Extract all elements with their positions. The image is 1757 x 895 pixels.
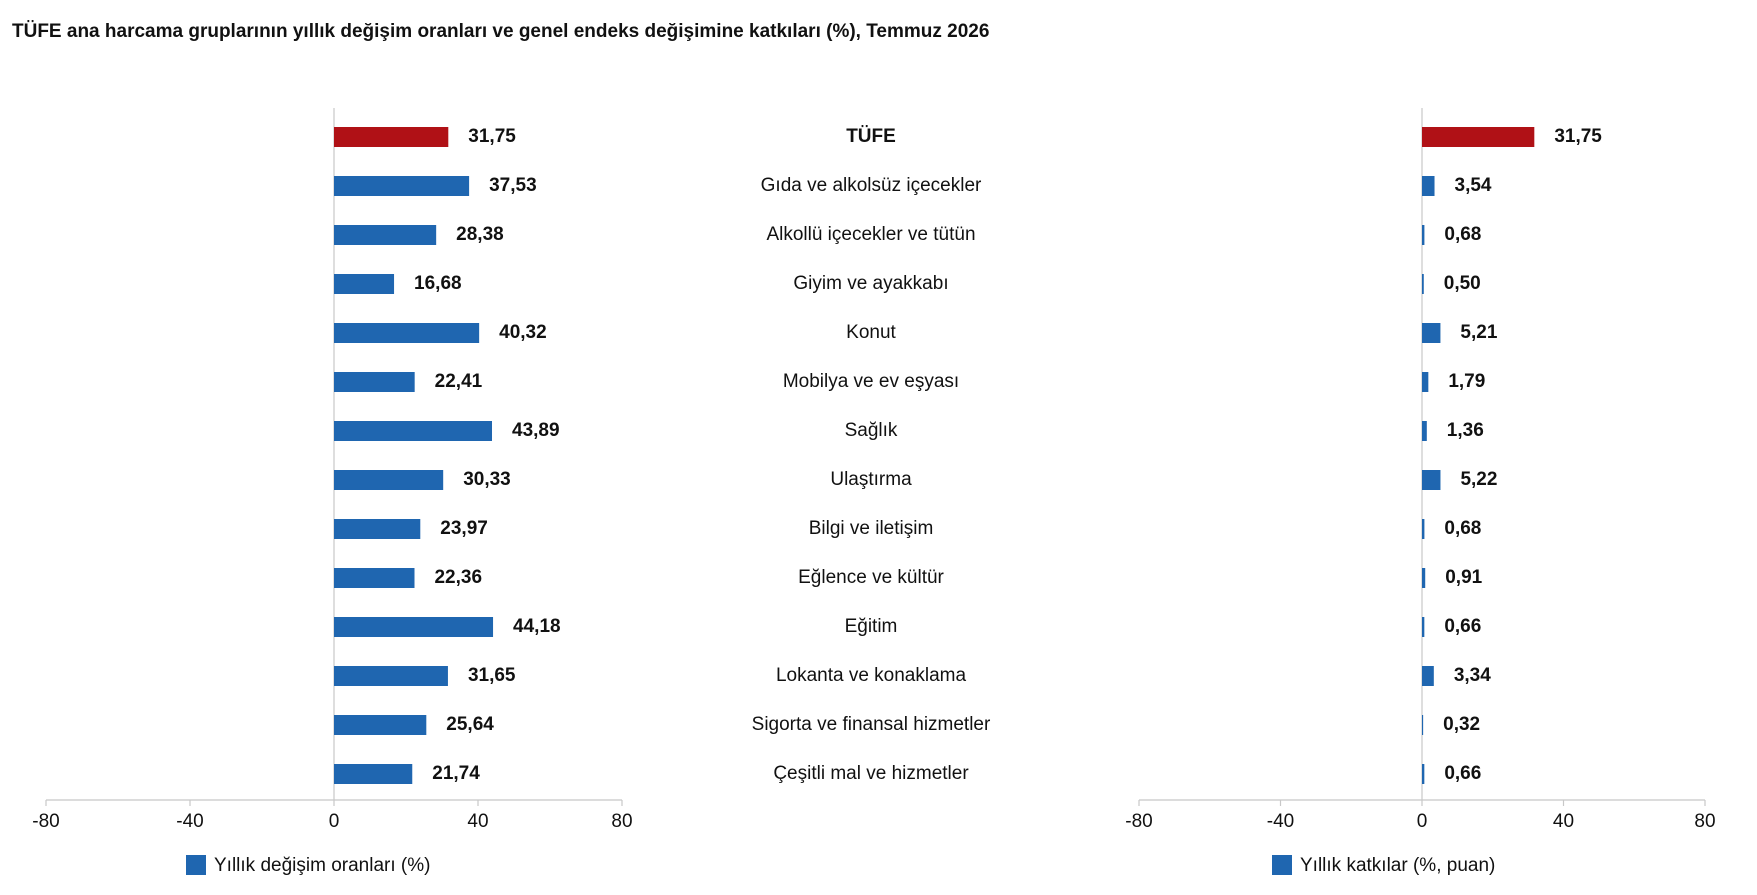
bar [1422, 421, 1427, 441]
bar [334, 568, 415, 588]
bar [334, 519, 421, 539]
x-tick-label: 40 [1553, 811, 1574, 832]
category-label: Lokanta ve konaklama [776, 665, 967, 686]
bar [334, 323, 480, 343]
data-label: 31,65 [468, 665, 516, 686]
bar [1422, 519, 1425, 539]
x-tick-label: -40 [1267, 811, 1294, 832]
data-label: 31,75 [468, 126, 516, 147]
bar [334, 372, 415, 392]
category-label: TÜFE [846, 126, 896, 147]
bar [334, 617, 494, 637]
bar [334, 715, 427, 735]
data-label: 30,33 [463, 469, 511, 490]
data-label: 3,34 [1454, 665, 1491, 686]
x-tick-label: 80 [1694, 811, 1715, 832]
category-label: Çeşitli mal ve hizmetler [773, 763, 969, 784]
bar [334, 176, 470, 196]
category-label: Eğitim [845, 616, 898, 637]
data-label: 23,97 [440, 518, 488, 539]
bar [334, 470, 444, 490]
bar [334, 421, 493, 441]
data-label: 0,68 [1444, 518, 1481, 539]
category-label: Gıda ve alkolsüz içecekler [761, 175, 982, 196]
data-label: 44,18 [513, 616, 561, 637]
bar [1422, 274, 1424, 294]
data-label: 31,75 [1554, 126, 1602, 147]
category-label: Ulaştırma [830, 469, 912, 490]
data-label: 21,74 [432, 763, 480, 784]
data-label: 5,21 [1460, 322, 1497, 343]
bar [334, 666, 448, 686]
bar [1422, 127, 1535, 147]
data-label: 28,38 [456, 224, 504, 245]
chart-title: TÜFE ana harcama gruplarının yıllık deği… [12, 21, 989, 42]
legend-swatch [1272, 855, 1292, 875]
bar [334, 274, 395, 294]
legend-label: Yıllık katkılar (%, puan) [1300, 855, 1495, 876]
data-label: 1,79 [1448, 371, 1485, 392]
category-label: Sigorta ve finansal hizmetler [752, 714, 991, 735]
x-tick-label: -80 [32, 811, 59, 832]
bar [1422, 568, 1426, 588]
bar [334, 225, 437, 245]
x-tick-label: 0 [1417, 811, 1428, 832]
bar [334, 127, 449, 147]
bar [1422, 225, 1425, 245]
x-tick-label: -80 [1125, 811, 1152, 832]
data-label: 0,50 [1444, 273, 1481, 294]
data-label: 5,22 [1460, 469, 1497, 490]
category-label: Eğlence ve kültür [798, 567, 944, 588]
data-label: 16,68 [414, 273, 462, 294]
x-tick-label: 40 [467, 811, 488, 832]
bar [1422, 372, 1429, 392]
bar [1422, 666, 1434, 686]
bar [1422, 176, 1435, 196]
data-label: 0,66 [1444, 763, 1481, 784]
bar [1422, 617, 1425, 637]
data-label: 3,54 [1455, 175, 1492, 196]
data-label: 22,41 [435, 371, 483, 392]
bar [1422, 323, 1441, 343]
category-label: Sağlık [845, 420, 898, 441]
category-label: Giyim ve ayakkabı [793, 273, 948, 294]
legend-swatch [186, 855, 206, 875]
x-tick-label: -40 [176, 811, 203, 832]
x-tick-label: 0 [329, 811, 340, 832]
category-label: Alkollü içecekler ve tütün [766, 224, 975, 245]
category-label: Konut [846, 322, 896, 343]
data-label: 43,89 [512, 420, 560, 441]
x-tick-label: 80 [611, 811, 632, 832]
bar [1422, 470, 1441, 490]
data-label: 40,32 [499, 322, 547, 343]
data-label: 0,32 [1443, 714, 1480, 735]
bar [1422, 764, 1425, 784]
data-label: 0,66 [1444, 616, 1481, 637]
legend-label: Yıllık değişim oranları (%) [214, 855, 430, 876]
bar [1422, 715, 1424, 735]
data-label: 0,68 [1444, 224, 1481, 245]
category-label: Mobilya ve ev eşyası [783, 371, 959, 392]
data-label: 22,36 [434, 567, 482, 588]
data-label: 25,64 [446, 714, 494, 735]
data-label: 1,36 [1447, 420, 1484, 441]
category-label: Bilgi ve iletişim [809, 518, 934, 539]
data-label: 0,91 [1445, 567, 1482, 588]
bar [334, 764, 413, 784]
data-label: 37,53 [489, 175, 537, 196]
